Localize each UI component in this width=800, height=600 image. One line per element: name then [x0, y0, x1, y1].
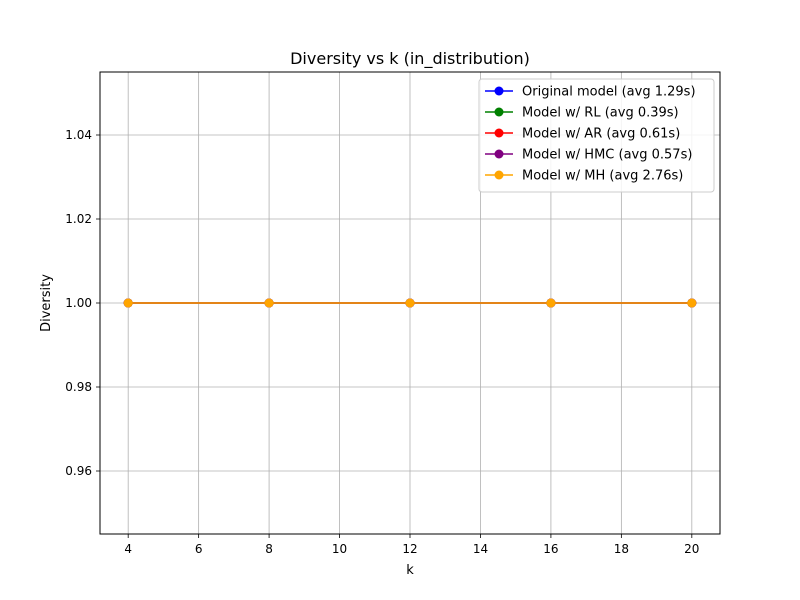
y-axis-label: Diversity	[39, 274, 54, 332]
y-tick-label: 1.04	[65, 128, 92, 142]
legend-label: Model w/ AR (avg 0.61s)	[522, 127, 680, 142]
x-tick-label: 20	[684, 542, 699, 556]
legend-label: Model w/ HMC (avg 0.57s)	[522, 148, 692, 163]
legend-item: Original model (avg 1.29s)	[485, 85, 696, 100]
x-tick-label: 12	[402, 542, 417, 556]
legend: Original model (avg 1.29s) Model w/ RL (a…	[478, 78, 715, 193]
legend-item: Model w/ RL (avg 0.39s)	[485, 106, 679, 121]
x-tick-label: 4	[124, 542, 132, 556]
legend-marker	[494, 86, 504, 96]
data-point	[264, 298, 274, 308]
x-tick-label: 6	[195, 542, 203, 556]
legend-label: Model w/ MH (avg 2.76s)	[522, 169, 683, 184]
data-point	[123, 298, 133, 308]
y-tick-label: 0.98	[65, 380, 92, 394]
legend-marker	[494, 107, 504, 117]
legend-box	[478, 78, 715, 193]
x-tick-label: 16	[543, 542, 558, 556]
legend-marker	[494, 149, 504, 159]
legend-item: Model w/ AR (avg 0.61s)	[485, 127, 680, 142]
data-point	[405, 298, 415, 308]
data-point	[546, 298, 556, 308]
x-axis-label: k	[406, 563, 414, 578]
x-tick-label: 14	[473, 542, 488, 556]
legend-marker	[494, 128, 504, 138]
x-tick-label: 10	[332, 542, 347, 556]
legend-item: Model w/ MH (avg 2.76s)	[485, 169, 683, 184]
axis-ticks: 4 6 8 10 12 14 16 18 20 0.96 0.98 1.00 1.02 1.04	[65, 128, 699, 556]
series-4	[123, 298, 697, 308]
legend-label: Model w/ RL (avg 0.39s)	[522, 106, 679, 121]
y-tick-label: 1.00	[65, 296, 92, 310]
chart-title: Diversity vs k (in_distribution)	[290, 49, 530, 69]
x-tick-label: 18	[614, 542, 629, 556]
y-tick-label: 1.02	[65, 212, 92, 226]
legend-marker	[494, 170, 504, 180]
y-tick-label: 0.96	[65, 464, 92, 478]
legend-label: Original model (avg 1.29s)	[522, 85, 696, 100]
x-tick-label: 8	[265, 542, 273, 556]
legend-item: Model w/ HMC (avg 0.57s)	[485, 148, 692, 163]
series-layer	[123, 298, 697, 308]
data-point	[687, 298, 697, 308]
